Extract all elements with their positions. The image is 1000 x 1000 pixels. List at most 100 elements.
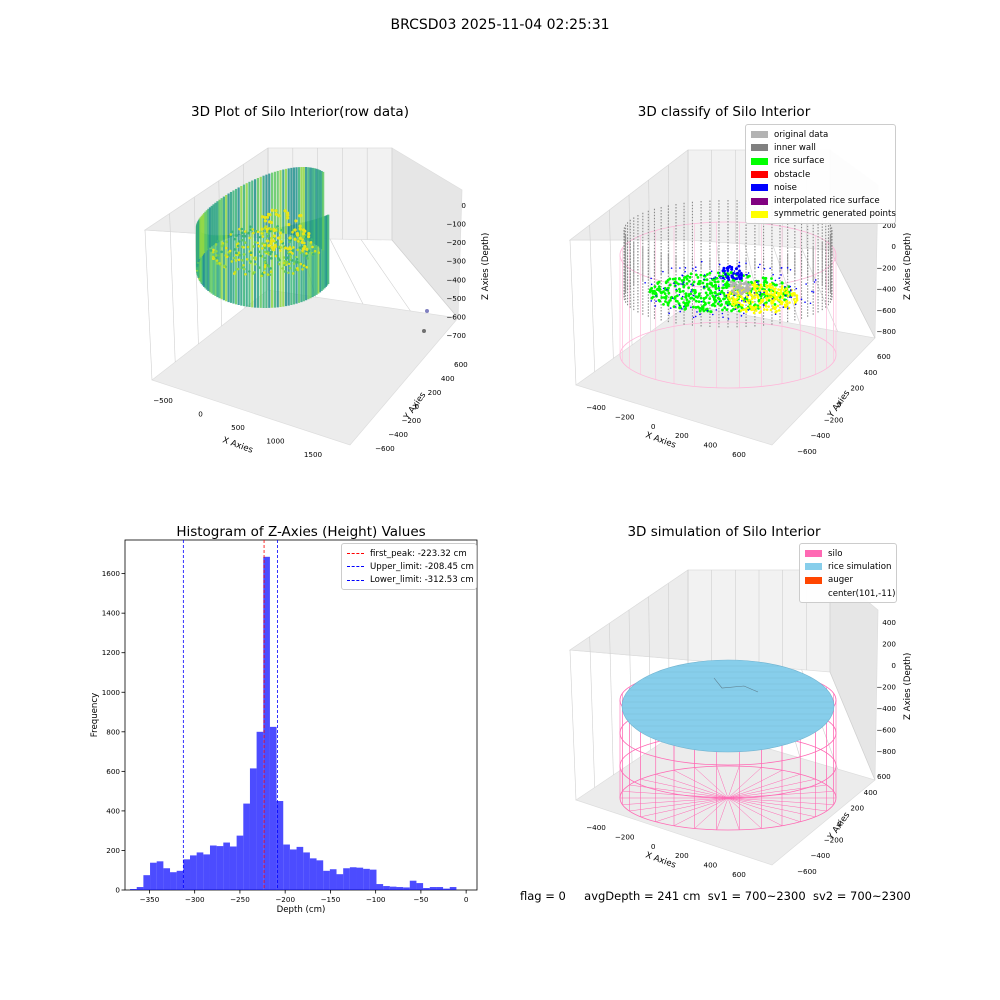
histogram-xtick-label-4: −150 <box>321 895 341 904</box>
p2-ytick-5: 400 <box>864 368 878 377</box>
p2-symmetric-point <box>769 290 773 293</box>
p1-peak-point <box>272 227 276 231</box>
p2-rice-surface-point <box>675 294 679 298</box>
p2-original-point <box>736 286 740 290</box>
p1-floor-point <box>215 249 218 253</box>
p4-silo-floor-spoke <box>727 797 762 829</box>
p1-xtick-2: 500 <box>231 423 245 432</box>
p1-peak-point <box>263 215 267 220</box>
p2-rice-surface-point <box>678 287 681 291</box>
panel4-legend-swatch-0 <box>805 550 822 558</box>
p1-floor-point <box>242 252 246 256</box>
p4-silo-floor-spoke <box>727 797 816 818</box>
p4-ytick-0: −600 <box>797 867 817 876</box>
p1-floor-point <box>244 272 247 276</box>
p2-symmetric-point <box>777 294 781 297</box>
p1-floor-point <box>237 258 241 262</box>
p2-noise-point <box>690 306 692 309</box>
p2-symmetric-point <box>752 311 756 315</box>
p4-xtick-4: 400 <box>704 861 718 870</box>
p2-noise-point <box>678 293 681 296</box>
p1-floor-point <box>228 249 232 253</box>
p2-rice-surface-point <box>701 281 705 285</box>
p2-ytick-0: −600 <box>797 447 817 456</box>
p2-rice-surface-point <box>654 291 658 295</box>
p1-floor-point <box>310 238 313 241</box>
p2-symmetric-point <box>758 286 762 290</box>
p4-ytick-1: −400 <box>810 851 830 860</box>
p2-rice-surface-point <box>660 296 664 299</box>
p1-floor-point <box>251 228 255 231</box>
histogram-ytick-label-5: 1000 <box>102 688 121 697</box>
histogram-legend-label-2: Lower_limit: -312.53 cm <box>370 575 474 586</box>
p2-symmetric-point <box>753 281 757 284</box>
panel4-xlabel: X Axies <box>644 850 678 870</box>
p2-rice-surface-point <box>686 302 690 306</box>
p2-rice-surface-point <box>704 291 708 295</box>
p1-xtick-3: 1000 <box>266 437 285 446</box>
histogram-bar-26 <box>303 852 310 890</box>
p2-rice-surface-point <box>673 297 676 300</box>
p2-ytick-2: −200 <box>824 415 844 424</box>
p4-gridline-c-5 <box>829 671 876 781</box>
p1-peak-point <box>263 243 267 247</box>
p1-floor-point <box>261 235 265 238</box>
p2-noise-point <box>814 279 817 281</box>
p1-gridline-c-2 <box>329 238 364 305</box>
p2-noise-point <box>738 303 740 306</box>
p2-noise-point <box>740 315 743 317</box>
p4-ztick-3: −200 <box>876 683 896 692</box>
p2-xtick-2: 0 <box>651 422 656 431</box>
p2-original-point <box>746 289 750 293</box>
p2-noise-cluster-point <box>732 276 735 280</box>
p2-rice-surface-point <box>701 306 705 310</box>
p2-symmetric-point <box>741 304 744 307</box>
p2-symmetric-point <box>751 300 754 304</box>
histogram-bar-19 <box>256 731 264 890</box>
p2-symmetric-point <box>762 308 766 311</box>
histogram-legend-line-1 <box>347 566 364 568</box>
histogram-ytick-label-0: 0 <box>115 886 120 895</box>
p1-peak-point <box>299 213 303 218</box>
p1-floor-point <box>246 245 250 249</box>
p2-noise-cluster-point <box>739 271 743 275</box>
p2-symmetric-point <box>750 293 753 297</box>
p1-floor-point <box>281 267 285 270</box>
p1-floor-point <box>291 252 294 255</box>
p1-floor-point <box>259 254 262 258</box>
p2-noise-point <box>669 307 672 309</box>
p2-rice-surface-point <box>683 302 687 305</box>
p1-floor-point <box>296 268 300 272</box>
p4-silo-floor-spoke <box>727 766 740 799</box>
panel2-legend-swatch-6 <box>751 210 768 218</box>
p2-rice-surface-point <box>648 290 652 294</box>
p1-floor-point <box>267 251 270 255</box>
p2-rice-surface-point <box>667 291 671 295</box>
histogram-bar-27 <box>309 858 317 890</box>
p1-floor-point <box>263 271 266 274</box>
p4-silo-floor-spoke <box>694 767 729 799</box>
p1-peak-point <box>305 247 309 251</box>
p2-symmetric-point <box>755 293 759 297</box>
p1-floor-point <box>240 266 244 269</box>
p2-noise-point <box>757 266 760 269</box>
p2-noise-point <box>719 293 722 296</box>
panel2-legend-entry-2: rice surface <box>751 155 890 168</box>
histogram-bar-48 <box>449 887 457 890</box>
p1-peak-point <box>303 244 307 248</box>
histogram-bar-3 <box>150 862 157 890</box>
p1-floor-point <box>218 261 221 265</box>
p2-noise-point <box>673 282 675 285</box>
p1-peak-point <box>270 208 274 212</box>
panel4-legend-entry-1: rice simulation <box>805 560 891 573</box>
p4-silo-floor-spoke <box>727 797 740 830</box>
p1-floor-point <box>270 250 273 254</box>
p1-floor-point <box>277 257 280 260</box>
p2-rice-surface-point <box>711 294 715 298</box>
p1-floor-point <box>254 229 258 233</box>
p2-rice-surface-point <box>716 296 720 300</box>
p1-floor-point <box>263 260 267 264</box>
histogram-ytick-label-1: 200 <box>106 846 120 855</box>
p1-floor-point <box>279 246 283 249</box>
p1-peak-point <box>265 227 269 231</box>
